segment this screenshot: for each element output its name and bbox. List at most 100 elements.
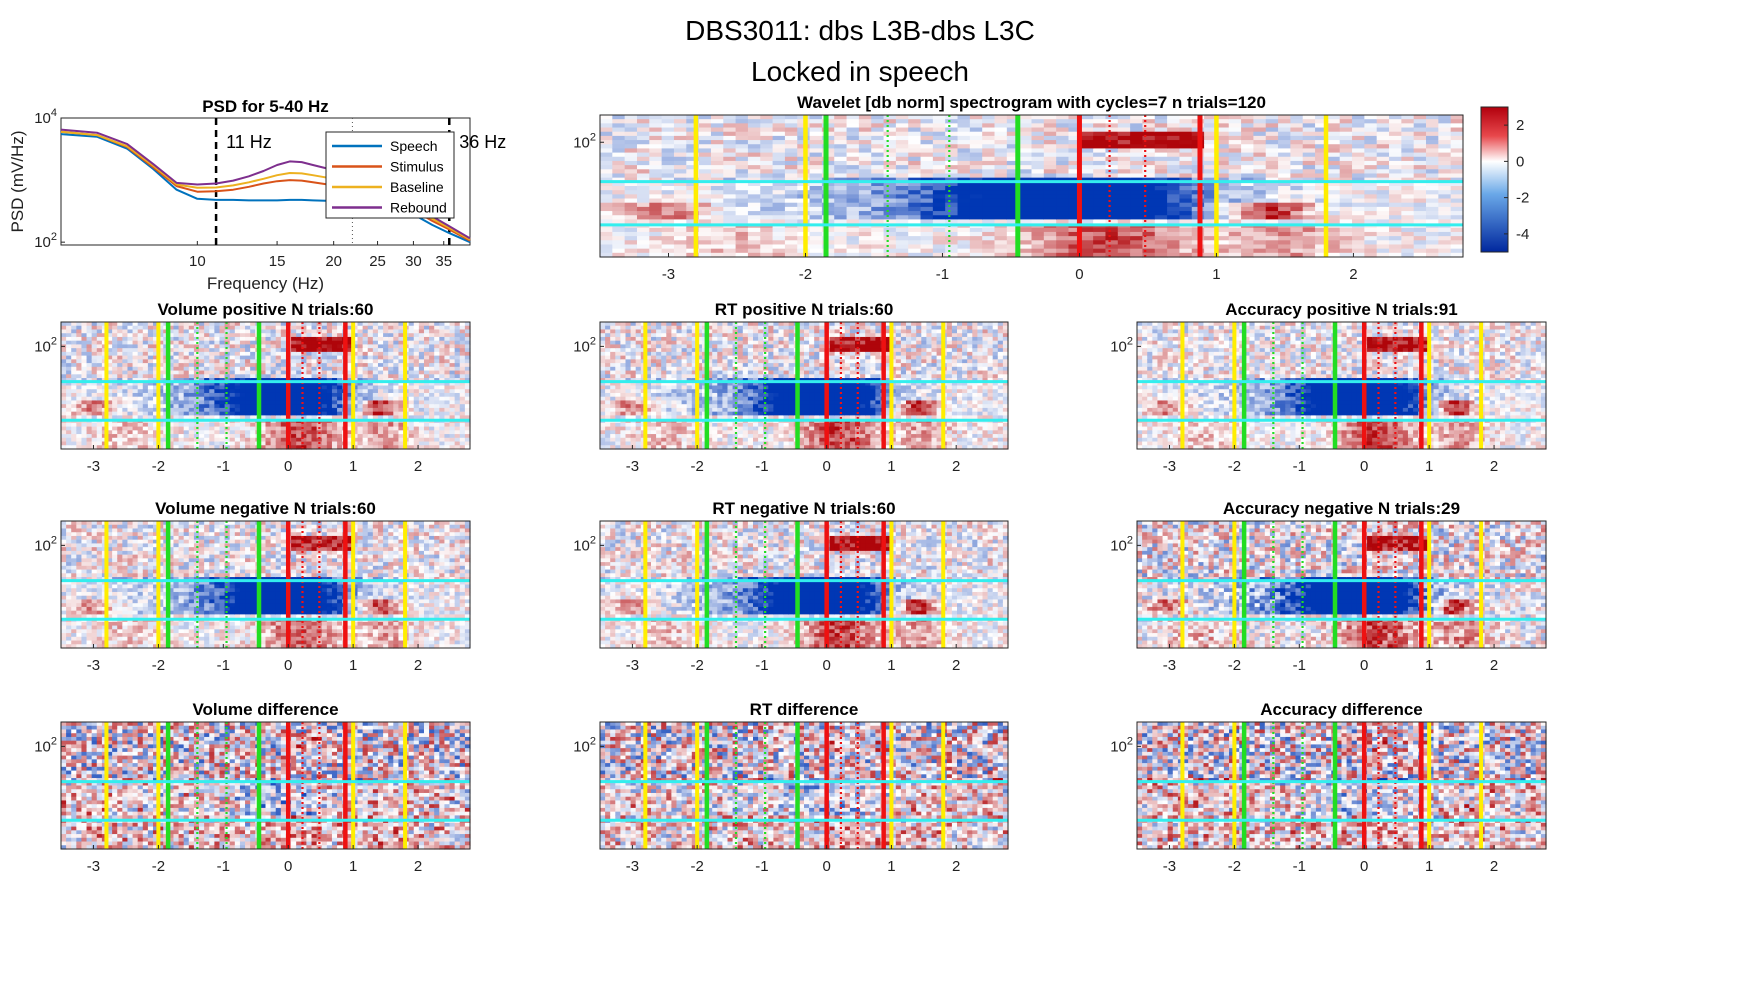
heatmap-cell [957, 252, 971, 258]
heatmap-cell [383, 355, 389, 360]
heatmap-cell [1315, 160, 1328, 166]
heatmap-cell [1068, 160, 1082, 166]
heatmap-cell [107, 434, 113, 439]
heatmap-cell [178, 441, 185, 446]
heatmap-cell [91, 329, 98, 334]
heatmap-cell [383, 348, 389, 353]
heatmap-cell [393, 363, 400, 368]
heatmap-cell [661, 123, 675, 129]
heatmap-cell [362, 434, 369, 439]
heatmap-cell [649, 244, 663, 250]
heatmap-cell [600, 181, 613, 187]
heatmap-cell [895, 236, 909, 241]
heatmap-cell [347, 441, 354, 446]
heatmap-cell [1031, 227, 1045, 233]
heatmap-cell [1228, 181, 1242, 187]
heatmap-cell [908, 140, 922, 145]
heatmap-cell [393, 336, 400, 342]
heatmap-cell [301, 322, 307, 327]
heatmap-cell [1068, 177, 1082, 183]
heatmap-cell [71, 340, 77, 346]
heatmap-cell [1302, 186, 1316, 191]
heatmap-cell [291, 422, 297, 428]
heatmap-cell [735, 131, 749, 137]
heatmap-cell [199, 363, 205, 368]
heatmap-cell [1376, 206, 1390, 212]
heatmap-cell [127, 404, 134, 409]
heatmap-cell [347, 437, 354, 443]
heatmap-cell [1228, 252, 1242, 258]
heatmap-cell [673, 236, 687, 241]
heatmap-cell [969, 135, 983, 141]
heatmap-cell [393, 415, 400, 420]
colorbar-gradient [1480, 106, 1509, 253]
heatmap-cell [270, 441, 277, 446]
heatmap-cell [1056, 148, 1070, 154]
heatmap-cell [383, 441, 389, 446]
heatmap-cell [234, 370, 241, 375]
heatmap-cell [423, 437, 430, 443]
heatmap-cell [413, 351, 420, 357]
heatmap-cell [413, 396, 420, 402]
heatmap-cell [429, 389, 435, 394]
heatmap-cell [1179, 131, 1193, 137]
heatmap-xtick-label: -3 [662, 266, 675, 283]
heatmap-cell [398, 430, 405, 435]
heatmap-cell [883, 173, 897, 179]
heatmap-cell [117, 329, 123, 334]
heatmap-cell [301, 381, 307, 387]
heatmap-cell [858, 240, 872, 246]
heatmap-cell [612, 123, 626, 129]
heatmap-cell [1117, 202, 1131, 208]
heatmap-cell [107, 404, 113, 409]
heatmap-cell [81, 415, 88, 420]
heatmap-cell [747, 186, 761, 191]
heatmap-cell [357, 415, 364, 420]
heatmap-cell [122, 415, 129, 420]
heatmap-cell [908, 123, 922, 129]
heatmap-cell [1179, 144, 1193, 150]
heatmap-cell [153, 407, 159, 413]
heatmap-cell [1130, 215, 1144, 221]
heatmap-cell [735, 181, 749, 187]
heatmap-cell [735, 144, 749, 150]
heatmap-cell [122, 355, 129, 360]
heatmap-cell [1450, 177, 1464, 183]
heatmap-cell [932, 190, 946, 195]
heatmap-cell [932, 144, 946, 150]
heatmap-cell [673, 240, 687, 246]
heatmap-cell [1179, 202, 1193, 208]
heatmap-cell [760, 202, 774, 208]
heatmap-cell [1278, 215, 1291, 221]
heatmap-cell [71, 366, 77, 372]
heatmap-cell [1006, 186, 1020, 191]
heatmap-cell [1031, 165, 1045, 170]
heatmap-cell [809, 248, 823, 254]
heatmap-cell [673, 194, 687, 200]
heatmap-cell [1265, 252, 1279, 258]
heatmap-cell [107, 381, 113, 387]
heatmap-cell [1290, 252, 1304, 258]
heatmap-cell [1130, 181, 1144, 187]
heatmap-cell [735, 140, 749, 145]
heatmap-cell [1278, 152, 1291, 158]
heatmap-cell [1413, 215, 1427, 221]
heatmap-cell [1253, 152, 1267, 158]
heatmap-cell [895, 244, 909, 250]
heatmap-cell [347, 366, 354, 372]
heatmap-cell [413, 385, 420, 390]
heatmap-cell [434, 363, 440, 368]
heatmap-cell [372, 336, 379, 342]
heatmap-cell [1043, 194, 1057, 200]
heatmap-cell [265, 411, 272, 416]
heatmap-cell [357, 392, 364, 398]
heatmap-cell [71, 430, 77, 435]
heatmap-cell [957, 169, 971, 175]
heatmap-cell [234, 351, 241, 357]
heatmap-cell [306, 348, 313, 353]
heatmap-cell [183, 359, 190, 364]
heatmap-cell [96, 415, 103, 420]
heatmap-cell [413, 422, 420, 428]
heatmap-cell [224, 434, 231, 439]
heatmap-cell [280, 322, 287, 327]
